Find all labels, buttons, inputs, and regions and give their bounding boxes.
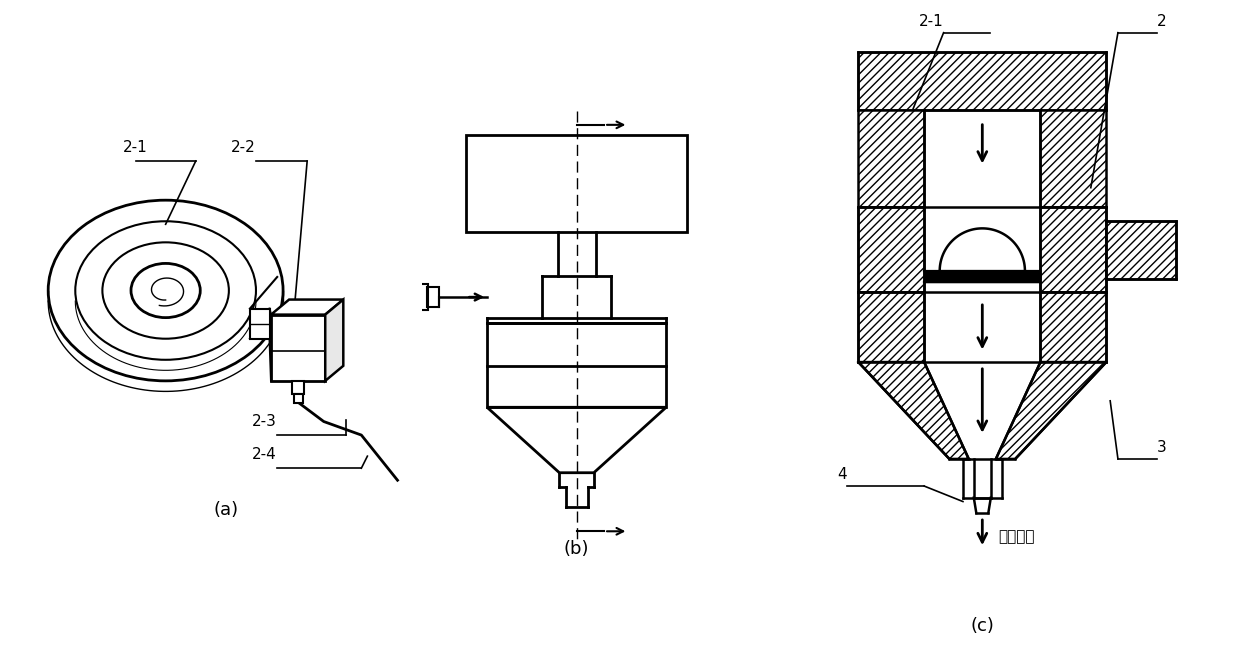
Text: 4: 4 xyxy=(837,467,847,482)
Bar xyxy=(294,394,303,404)
Polygon shape xyxy=(996,362,1106,459)
Text: 2-4: 2-4 xyxy=(252,447,277,462)
Text: 3: 3 xyxy=(1157,440,1167,455)
Bar xyxy=(272,314,325,381)
Bar xyxy=(858,52,1106,110)
Bar xyxy=(293,381,304,394)
Bar xyxy=(1040,207,1106,292)
Bar xyxy=(858,110,924,207)
Bar xyxy=(487,323,666,408)
Bar xyxy=(250,308,269,339)
Bar xyxy=(427,287,439,308)
Bar xyxy=(1040,110,1106,207)
Text: (b): (b) xyxy=(564,539,589,557)
Text: 2-1: 2-1 xyxy=(919,14,944,29)
Polygon shape xyxy=(272,300,343,314)
Text: 2-2: 2-2 xyxy=(231,140,255,155)
Bar xyxy=(858,292,924,362)
Polygon shape xyxy=(940,228,1025,271)
Text: 砂流方向: 砂流方向 xyxy=(998,529,1034,544)
Text: 2-3: 2-3 xyxy=(252,414,277,429)
Bar xyxy=(466,135,687,232)
Polygon shape xyxy=(858,362,968,459)
Text: 2: 2 xyxy=(1157,14,1167,29)
Text: (a): (a) xyxy=(213,501,238,519)
Bar xyxy=(1106,220,1176,279)
Text: (c): (c) xyxy=(971,617,994,635)
Bar xyxy=(858,207,924,292)
Polygon shape xyxy=(325,300,343,381)
Bar xyxy=(1040,292,1106,362)
Text: 2-1: 2-1 xyxy=(123,140,148,155)
Bar xyxy=(420,284,429,310)
